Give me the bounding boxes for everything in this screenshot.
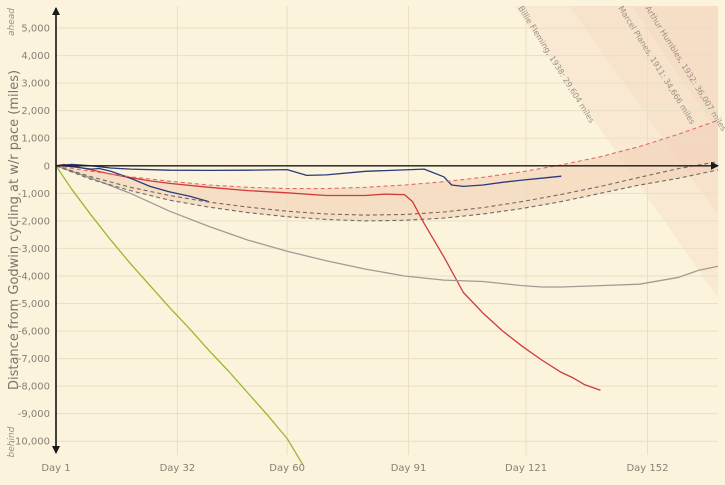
series-line-dashed_red [55, 119, 719, 190]
series-line-red [55, 163, 601, 391]
series-line-navy [55, 163, 562, 188]
series-line-dashed_a [55, 165, 719, 222]
y-tick-label: 2,000 [21, 106, 50, 117]
x-tick-label: Day 1 [41, 463, 70, 474]
x-tick-label: Day 121 [505, 463, 547, 474]
x-tick-label: Day 152 [626, 463, 668, 474]
y-tick-label: -8,000 [18, 382, 50, 393]
x-tick-label: Day 60 [269, 463, 305, 474]
y-tick-label: -1,000 [18, 189, 50, 200]
y-tick-label: 3,000 [21, 79, 50, 90]
record-wedge [514, 6, 718, 298]
y-tick-label: -5,000 [18, 299, 50, 310]
record-band-layer [56, 6, 718, 298]
projection-band [56, 120, 718, 221]
y-tick-label: -10,000 [11, 437, 50, 448]
y-axis-title: Distance from Godwin cycling at w/r pace… [7, 70, 22, 390]
x-tick-label: Day 91 [391, 463, 427, 474]
y-tick-label: 1,000 [21, 134, 50, 145]
record-wedge [631, 6, 718, 133]
series-layer [55, 119, 719, 465]
y-tick-label: 5,000 [21, 24, 50, 35]
y-tick-label: -7,000 [18, 354, 50, 365]
y-tick-label: -6,000 [18, 327, 50, 338]
series-line-navy_short [63, 165, 209, 203]
y-tick-label: 0 [44, 161, 50, 172]
axis-layer [52, 7, 719, 454]
y-tick-label: -2,000 [18, 216, 50, 227]
y-tick-label: 4,000 [21, 51, 50, 62]
y-bottom-label: behind [7, 426, 17, 457]
series-line-green [55, 165, 304, 465]
y-tick-label: -9,000 [18, 409, 50, 420]
y-tick-label: -4,000 [18, 271, 50, 282]
x-tick-label: Day 32 [160, 463, 196, 474]
series-line-grey [55, 165, 719, 288]
y-tick-label: -3,000 [18, 244, 50, 255]
y-top-label: ahead [7, 8, 17, 36]
